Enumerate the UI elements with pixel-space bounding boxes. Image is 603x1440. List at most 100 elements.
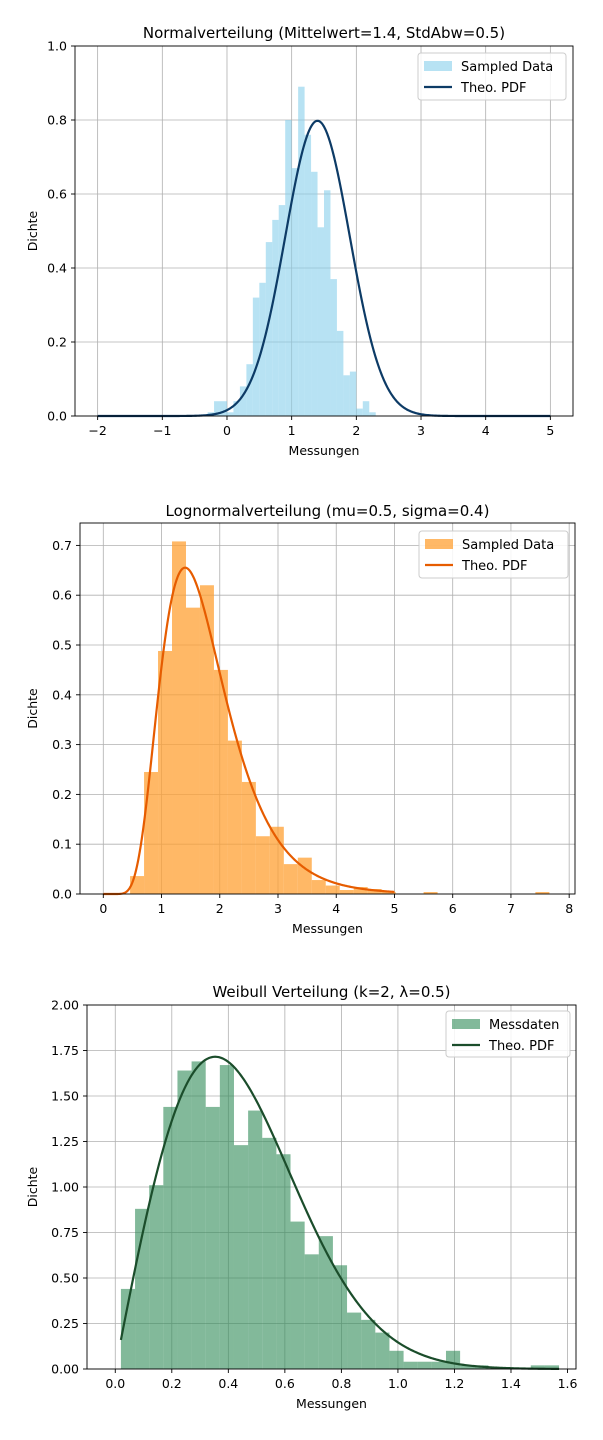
legend-box (417, 52, 567, 101)
x-tick-label: 1.6 (558, 1376, 578, 1391)
y-axis-label: Dichte (25, 1166, 40, 1207)
histogram-bar (283, 864, 298, 894)
y-tick-label: 1.75 (51, 1043, 79, 1058)
histogram-bar (361, 1319, 376, 1369)
y-tick-label: 0.1 (52, 837, 72, 852)
y-tick-label: 1.25 (51, 1134, 79, 1149)
y-tick-label: 0.8 (47, 113, 67, 128)
histogram-bar (403, 1361, 418, 1369)
histogram-bar (336, 330, 344, 416)
histogram-bar (255, 836, 270, 894)
histogram-bar (325, 885, 340, 894)
histogram-bar (191, 1061, 206, 1369)
y-tick-label: 0.0 (47, 409, 67, 424)
x-tick-label: 1.2 (445, 1376, 465, 1391)
chart-title: Lognormalverteilung (mu=0.5, sigma=0.4) (166, 502, 490, 520)
histogram-bar (226, 412, 234, 416)
y-tick-label: 0.5 (52, 638, 72, 653)
histogram-bar (199, 585, 214, 894)
legend-label-histogram: Messdaten (489, 1018, 559, 1033)
histogram-bar (219, 1065, 234, 1369)
x-tick-label: 0 (223, 423, 231, 438)
histogram-bar (149, 1185, 164, 1369)
histogram-bar (120, 1288, 136, 1369)
histogram-bar (205, 1106, 220, 1369)
histogram-bar (262, 1137, 277, 1369)
histogram-bar (239, 386, 247, 416)
histogram-bar (417, 1361, 432, 1369)
legend: Messdaten Theo. PDF (445, 1010, 571, 1058)
x-tick-label: 1 (288, 423, 296, 438)
lognormal-distribution-chart: Lognormalverteilung (mu=0.5, sigma=0.4) 0… (25, 502, 576, 936)
legend: Sampled Data Theo. PDF (417, 52, 567, 101)
x-tick-label: 7 (507, 901, 515, 916)
x-axis-label: Messungen (289, 443, 360, 458)
histogram-bar (233, 401, 240, 416)
histogram-bars (130, 541, 550, 894)
histogram-bar (362, 401, 370, 416)
legend-box (418, 530, 569, 579)
legend-swatch-bars (452, 1019, 480, 1029)
histogram-bar (233, 1145, 249, 1369)
axis-ticks: 0.0 0.2 0.4 0.6 0.8 1.0 1.2 1.4 1.6 0.00 0.25 0.50 0… (51, 998, 577, 1392)
chart-title: Normalverteilung (Mittelwert=1.4, StdAbw… (143, 24, 505, 42)
y-axis-label: Dichte (25, 210, 40, 251)
legend-swatch-bars (425, 539, 453, 549)
histogram-bar (544, 1365, 560, 1369)
weibull-distribution-chart: Weibull Verteilung (k=2, λ=0.5) 0.0 0.2 0.4… (25, 983, 578, 1411)
x-axis-label: Messungen (292, 921, 363, 936)
histogram-bar (460, 1365, 475, 1369)
x-tick-label: 4 (332, 901, 340, 916)
histogram-bar (317, 227, 324, 416)
histogram-bar (375, 1332, 390, 1369)
legend: Sampled Data Theo. PDF (418, 530, 569, 579)
histogram-bar (278, 205, 286, 416)
y-tick-label: 0.4 (52, 687, 72, 702)
axes-frame (74, 45, 574, 417)
histogram-bar (349, 371, 357, 416)
histogram-bars (120, 1061, 560, 1369)
histogram-bar (213, 669, 228, 894)
histogram-bar (246, 364, 253, 416)
histogram-bar (353, 887, 368, 894)
x-tick-label: 0.8 (331, 1376, 351, 1391)
histogram-bar (311, 171, 318, 416)
theoretical-pdf-line (102, 566, 395, 896)
y-tick-label: 0.2 (52, 787, 72, 802)
histogram-bar (389, 1350, 404, 1369)
histogram-bar (285, 120, 292, 416)
legend-label-pdf: Theo. PDF (461, 559, 528, 574)
histogram-bar (172, 541, 186, 894)
histogram-bar (265, 242, 273, 416)
y-tick-label: 0.50 (51, 1271, 79, 1286)
y-tick-label: 2.00 (51, 998, 79, 1013)
x-tick-label: 3 (274, 901, 282, 916)
y-tick-label: 0.25 (51, 1316, 79, 1331)
histogram-bar (431, 1361, 446, 1369)
histogram-bar (144, 771, 159, 894)
y-tick-label: 0.3 (52, 737, 72, 752)
x-tick-label: 6 (449, 901, 457, 916)
histogram-bar (530, 1365, 545, 1369)
legend-label-histogram: Sampled Data (462, 538, 554, 553)
histogram-bar (177, 1070, 192, 1369)
x-tick-label: 0.6 (275, 1376, 295, 1391)
histogram-bar (227, 740, 242, 894)
x-tick-label: 0 (99, 901, 107, 916)
chart-title: Weibull Verteilung (k=2, λ=0.5) (212, 983, 450, 1001)
histogram-bar (535, 892, 550, 894)
axis-ticks: −2 −1 0 1 2 3 4 5 0.0 0.2 0.4 0.6 0.8 1.0 (47, 39, 554, 439)
histogram-bar (248, 1110, 263, 1369)
histogram-bar (252, 297, 260, 416)
y-axis-label: Dichte (25, 688, 40, 729)
y-tick-label: 0.6 (47, 187, 67, 202)
histogram-bar (347, 1312, 362, 1369)
histogram-bar (423, 892, 438, 894)
x-tick-label: 2 (216, 901, 224, 916)
histogram-bar (304, 134, 312, 417)
histogram-bar (381, 892, 396, 894)
histogram-bar (163, 1106, 178, 1369)
x-tick-label: 3 (417, 423, 425, 438)
y-tick-label: 0.75 (51, 1225, 79, 1240)
